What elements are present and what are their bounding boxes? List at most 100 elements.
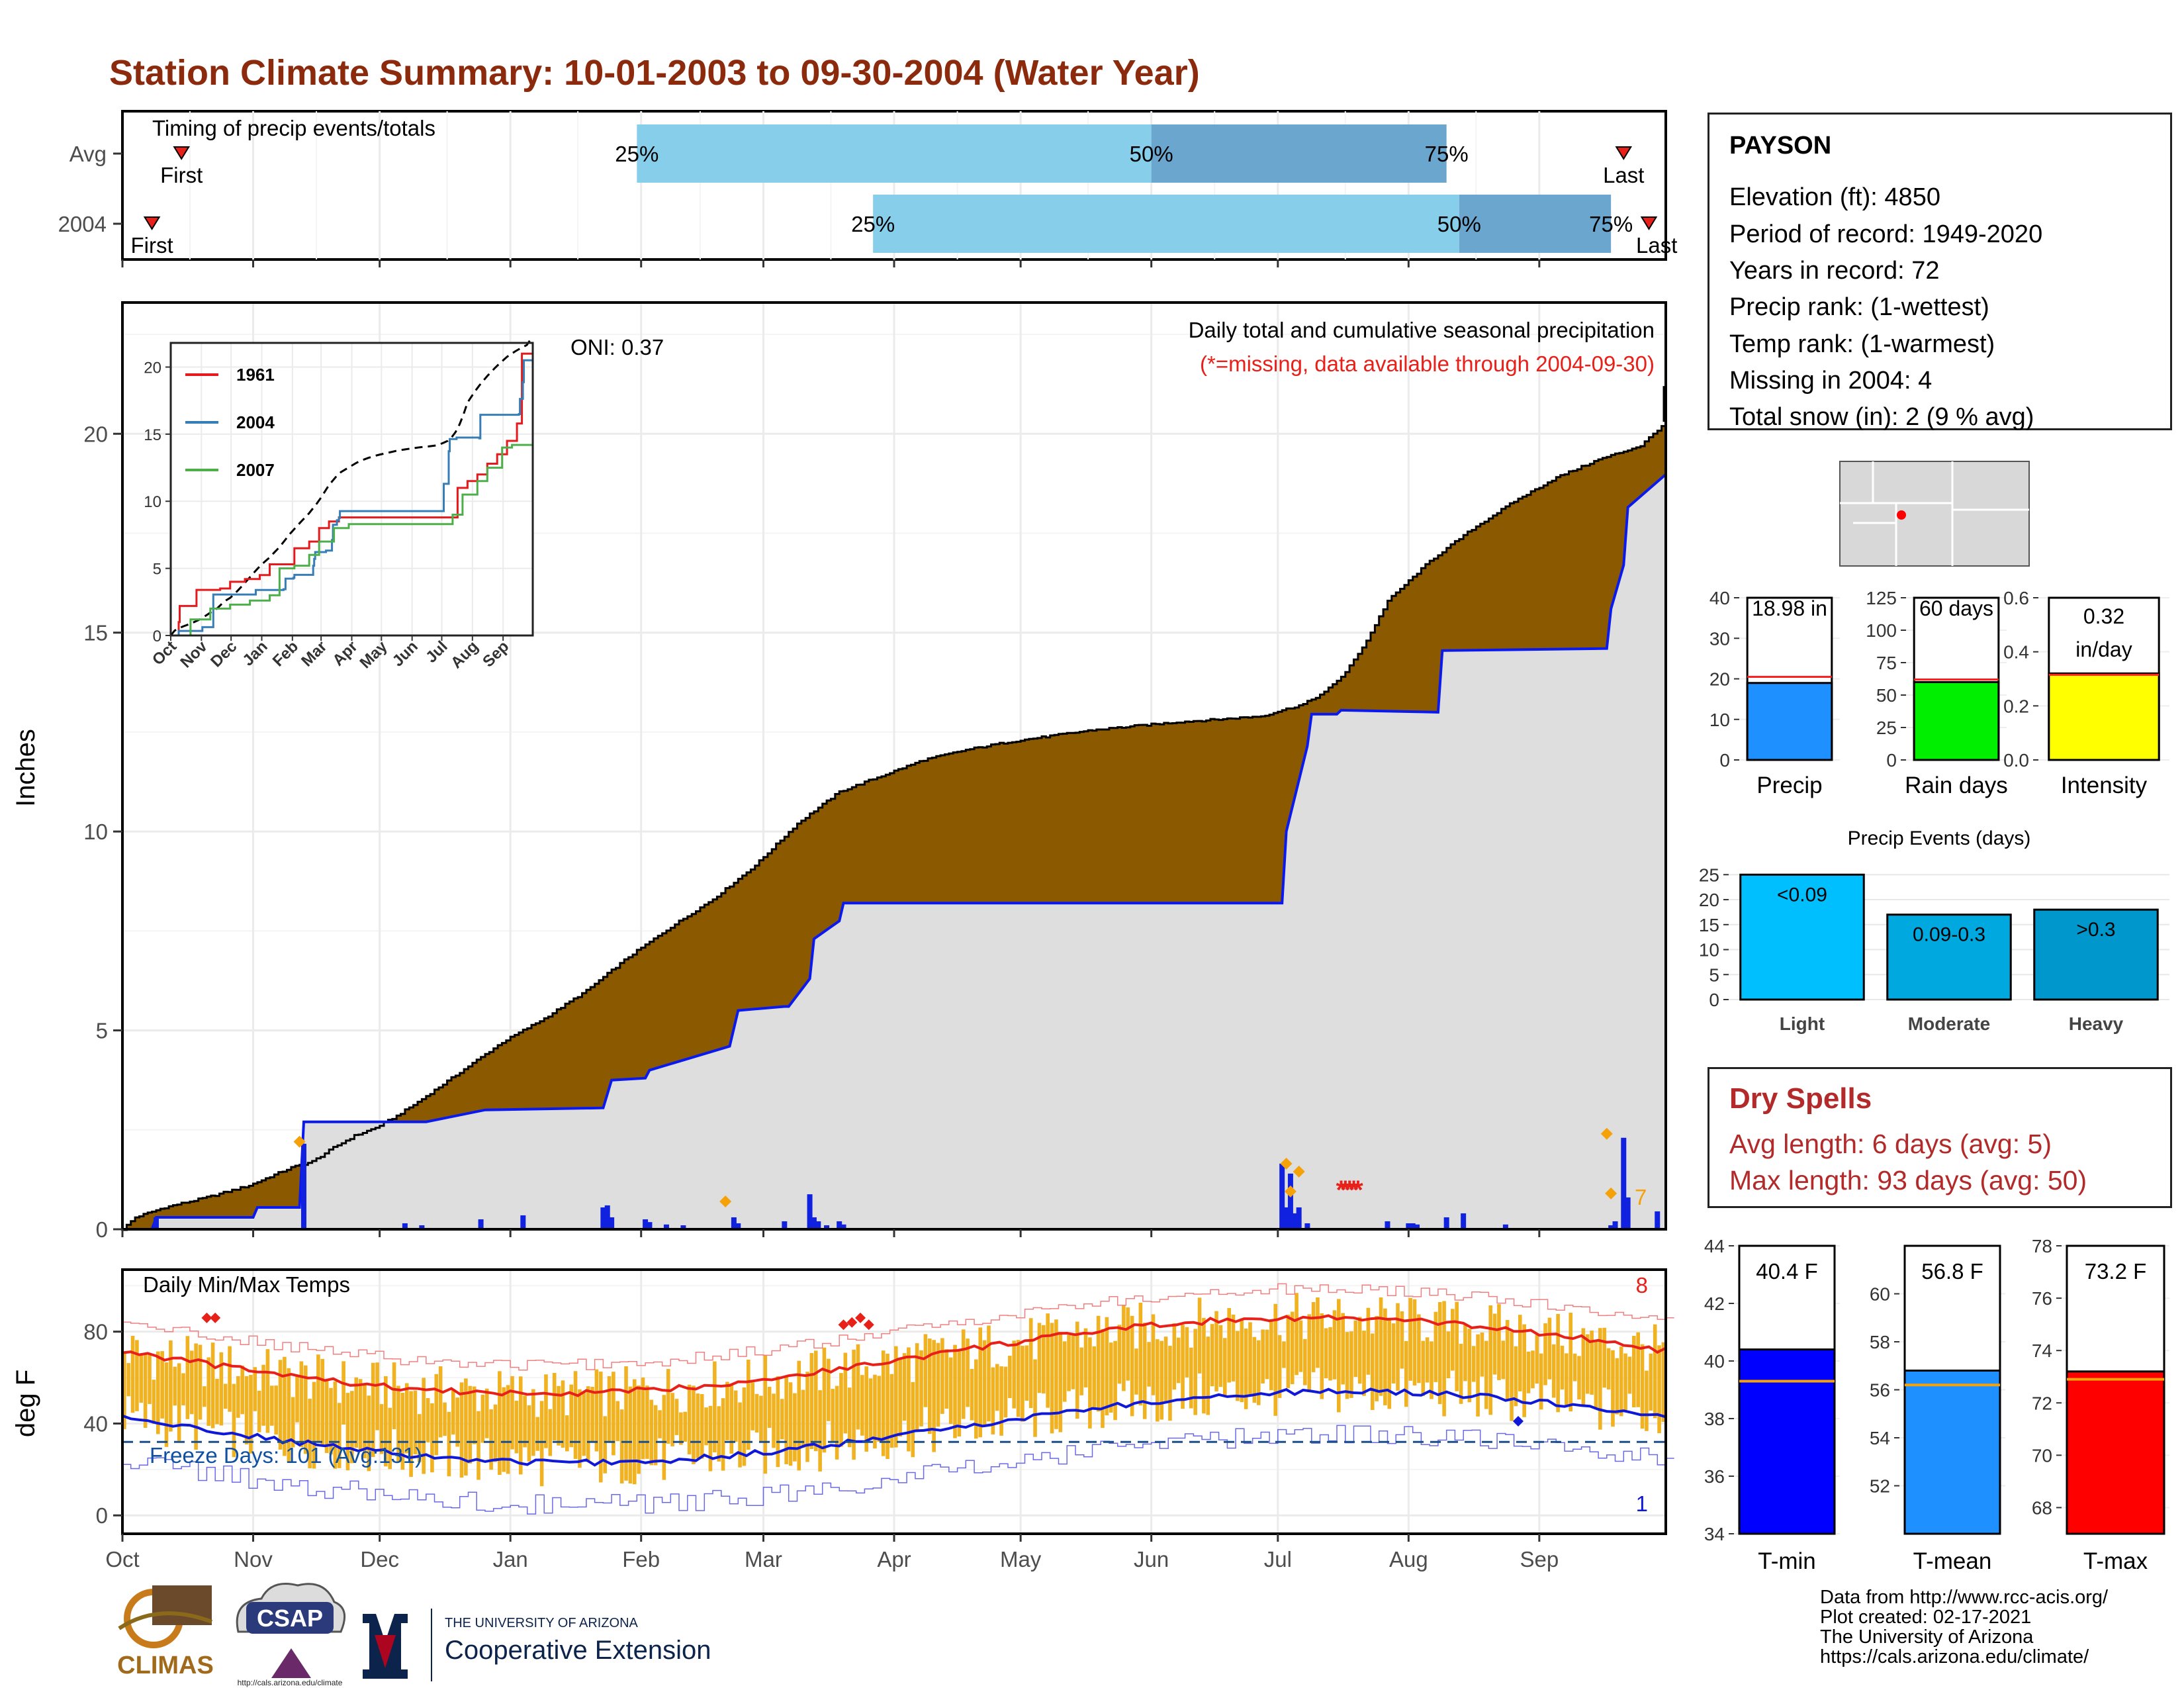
daily-temp-bar <box>358 1379 363 1451</box>
daily-temp-bar <box>612 1372 615 1456</box>
daily-temp-bar <box>713 1361 717 1452</box>
daily-temp-bar <box>1163 1336 1168 1403</box>
daily-temp-bar <box>527 1405 531 1462</box>
daily-temp-bar <box>1058 1331 1063 1432</box>
daily-temp-bar <box>388 1407 392 1470</box>
event-range-label: 0.09-0.3 <box>1913 924 1985 946</box>
oni-label: ONI: 0.37 <box>570 335 664 359</box>
daily-temp-bar <box>1459 1344 1463 1404</box>
daily-temp-bar <box>1236 1331 1240 1401</box>
daily-temp-bar <box>418 1414 422 1462</box>
daily-precip-bar <box>1414 1224 1420 1229</box>
daily-temp-bar <box>539 1401 544 1487</box>
daily-temp-bar <box>223 1383 228 1409</box>
summary-tick-label: 0.0 <box>2003 750 2029 771</box>
daily-precip-bar <box>604 1205 610 1229</box>
daily-precip-bar <box>647 1222 653 1229</box>
daily-precip-bar <box>419 1225 425 1229</box>
timing-bar-50-75 <box>1459 195 1612 253</box>
temp-summary-label: T-mean <box>1913 1548 1992 1574</box>
summary-tick-label: 0.4 <box>2003 642 2029 663</box>
daily-temp-bar <box>484 1388 489 1438</box>
events-tick-label: 15 <box>1699 915 1719 935</box>
daily-temp-bar <box>948 1357 953 1425</box>
daily-temp-bar <box>274 1385 278 1435</box>
daily-temp-bar <box>856 1344 860 1430</box>
temp-summary-value-bar <box>1903 1370 2001 1535</box>
daily-temp-bar <box>637 1385 641 1474</box>
temp-summary-value-bar <box>1738 1348 1836 1535</box>
daily-temp-bar <box>1505 1320 1510 1400</box>
daily-temp-bar <box>1433 1311 1438 1382</box>
daily-temp-bar <box>1619 1346 1623 1417</box>
daily-temp-bar <box>1083 1328 1088 1387</box>
daily-temp-bar <box>126 1363 130 1397</box>
daily-temp-bar <box>763 1354 768 1474</box>
station-line: Years in record: 72 <box>1729 257 1940 285</box>
daily-temp-bar <box>308 1399 312 1469</box>
daily-temp-bar <box>658 1410 662 1438</box>
daily-temp-bar <box>1320 1313 1324 1399</box>
ua-logo-small-text: THE UNIVERSITY OF ARIZONA <box>445 1616 639 1630</box>
daily-precip-bar <box>807 1194 813 1229</box>
daily-temp-bar <box>1269 1319 1273 1391</box>
timing-bar-50-75 <box>1151 124 1447 183</box>
month-tick-label: Apr <box>877 1547 911 1571</box>
daily-temp-bar <box>1497 1304 1501 1380</box>
y-tick-label: 10 <box>83 820 108 844</box>
daily-temp-bar <box>278 1360 283 1450</box>
daily-temp-bar <box>135 1340 139 1411</box>
first-event-label: First <box>160 163 203 187</box>
timing-p50-label: 50% <box>1437 212 1481 236</box>
daily-temp-bar <box>1412 1299 1417 1385</box>
daily-temp-bar <box>1130 1315 1134 1417</box>
daily-temp-bar <box>1168 1346 1172 1421</box>
temp-y-tick-label: 40 <box>83 1411 108 1436</box>
daily-temp-bar <box>827 1358 831 1421</box>
precip-panel-title: Daily total and cumulative seasonal prec… <box>1189 318 1655 342</box>
daily-temp-bar <box>283 1356 287 1456</box>
event-marker <box>293 1135 306 1148</box>
daily-temp-bar <box>995 1364 999 1411</box>
daily-temp-bar <box>797 1360 801 1471</box>
daily-temp-bar <box>1353 1320 1358 1378</box>
daily-temp-bar <box>1577 1356 1581 1400</box>
missing-day-marker: * <box>1349 1176 1359 1205</box>
daily-temp-bar <box>877 1376 882 1442</box>
daily-temp-bar <box>1261 1329 1265 1383</box>
summary-bar-value <box>1913 680 2000 761</box>
daily-temp-bar <box>1430 1341 1433 1399</box>
daily-temp-bar <box>257 1390 261 1432</box>
month-tick-label: Nov <box>234 1547 273 1571</box>
missing-day-marker: * <box>1353 1176 1363 1205</box>
daily-temp-bar <box>1286 1315 1291 1388</box>
daily-temp-bar <box>1632 1336 1636 1408</box>
station-line: Temp rank: (1-warmest) <box>1729 330 1995 358</box>
daily-temp-bar <box>590 1386 594 1442</box>
daily-temp-bar <box>253 1367 257 1411</box>
daily-temp-bar <box>1366 1307 1371 1375</box>
daily-temp-bar <box>991 1367 995 1434</box>
daily-temp-bar <box>341 1361 345 1425</box>
summary-tick-label: 20 <box>1709 669 1730 690</box>
daily-temp-bar <box>510 1376 514 1450</box>
daily-temp-bar <box>1222 1338 1227 1397</box>
daily-temp-bar <box>1400 1311 1404 1369</box>
daily-temp-bar <box>1197 1297 1202 1374</box>
daily-temp-bar <box>299 1361 304 1448</box>
summary-tick-label: 75 <box>1876 653 1897 673</box>
daily-temp-bar <box>1598 1328 1602 1430</box>
daily-temp-bar <box>751 1382 754 1430</box>
daily-temp-bar <box>1463 1324 1467 1382</box>
daily-temp-bar <box>502 1387 506 1472</box>
daily-temp-bar <box>443 1402 447 1436</box>
avg-cumulative-line <box>122 420 1667 1231</box>
daily-temp-bar <box>240 1365 245 1415</box>
temp-summary-tick-label: 60 <box>1870 1284 1890 1305</box>
summary-bar-value <box>1746 682 1833 761</box>
last-event-label: Last <box>1603 163 1644 187</box>
daily-temp-bar <box>1024 1345 1029 1401</box>
daily-temp-bar <box>552 1373 557 1441</box>
daily-temp-bar <box>632 1379 637 1485</box>
daily-temp-bar <box>489 1409 493 1470</box>
